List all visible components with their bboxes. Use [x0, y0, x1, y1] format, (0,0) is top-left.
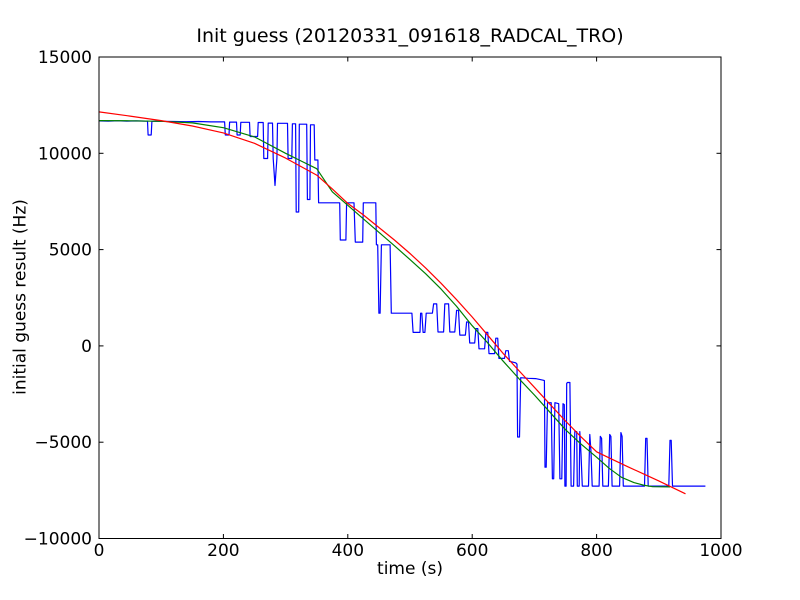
x-axis-label: time (s)	[377, 559, 443, 579]
y-tick-label: −5000	[34, 433, 92, 453]
x-tick-label: 0	[94, 541, 105, 561]
y-tick-label: 5000	[49, 241, 92, 261]
y-axis-label: initial guess result (Hz)	[10, 199, 31, 395]
chart-title: Init guess (20120331_091618_RADCAL_TRO)	[196, 25, 624, 47]
plot-border	[98, 56, 722, 539]
red-curve-path	[98, 111, 686, 495]
x-tick-label: 800	[580, 541, 612, 561]
x-tick-label: 600	[456, 541, 488, 561]
y-tick-labels: −10000 −5000 0 5000 10000 15000	[24, 48, 92, 550]
x-tick-label: 1000	[699, 541, 742, 561]
series-blue-line	[98, 120, 706, 487]
y-tick-label: 0	[81, 337, 92, 357]
series-green-curve	[98, 120, 671, 488]
x-tick-label: 400	[332, 541, 364, 561]
y-tick-label: −10000	[24, 530, 92, 550]
blue-line-path	[98, 120, 706, 487]
x-tick-labels: 0 200 400 600 800 1000	[94, 541, 743, 561]
green-curve-path	[98, 120, 671, 488]
series-red-curve	[98, 111, 686, 495]
y-tick-label: 15000	[38, 48, 92, 68]
y-tick-label: 10000	[38, 144, 92, 164]
x-tick-label: 200	[207, 541, 239, 561]
